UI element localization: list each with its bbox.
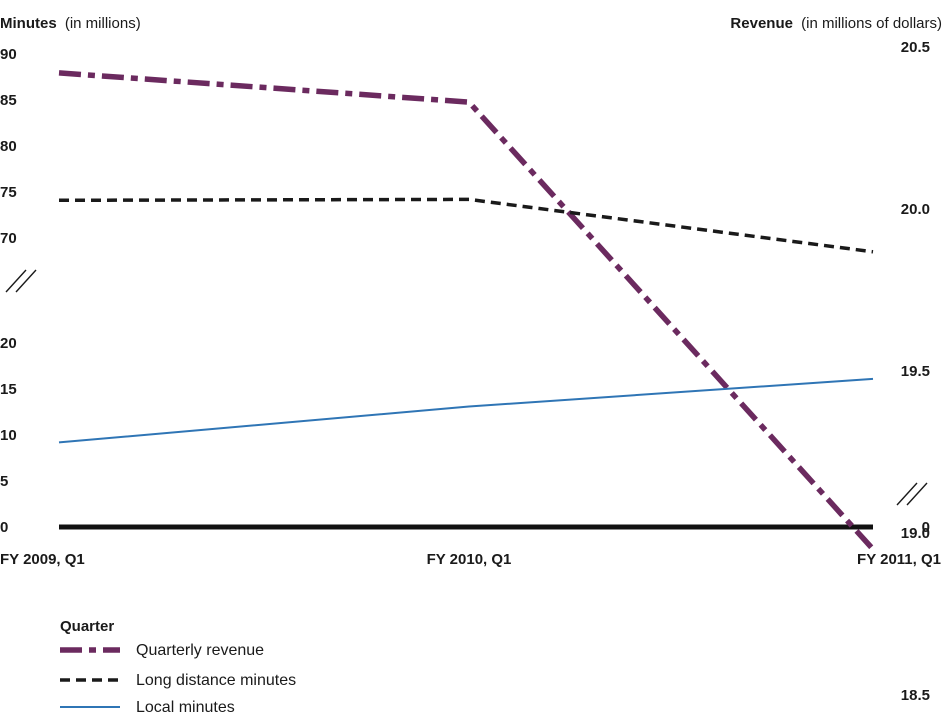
legend-label: Quarterly revenue <box>136 642 264 659</box>
right-axis-ticks: 018.519.019.520.020.521.0 <box>901 39 930 704</box>
left-tick-label: 20 <box>0 335 17 352</box>
left-axis-title-bold: Minutes <box>0 15 57 32</box>
right-axis-break <box>896 482 928 506</box>
left-tick-label: 15 <box>0 381 17 398</box>
left-axis-ticks: 0 5 10 15 20 70 75 80 85 90 <box>0 46 17 536</box>
right-tick-label: 19.5 <box>901 363 930 380</box>
x-category-label: FY 2011, Q1 <box>857 551 941 568</box>
left-tick-label: 90 <box>0 46 17 63</box>
legend-label: Local minutes <box>136 699 235 716</box>
series-layer <box>58 70 876 552</box>
x-axis-categories: FY 2009, Q1 FY 2010, Q1 FY 2011, Q1 <box>0 551 941 568</box>
x-category-label: FY 2010, Q1 <box>427 551 512 568</box>
left-tick-label: 70 <box>0 230 17 247</box>
x-axis-title: Quarter <box>60 618 114 635</box>
left-tick-label: 80 <box>0 138 17 155</box>
left-axis-title: Minutes (in millions) <box>0 15 141 32</box>
right-axis-title-rest: (in millions of dollars) <box>801 15 942 32</box>
right-axis-title: Revenue (in millions of dollars) <box>730 15 942 32</box>
right-tick-label: 0 <box>922 519 930 536</box>
left-tick-label: 0 <box>0 519 8 536</box>
x-category-label: FY 2009, Q1 <box>0 551 85 568</box>
left-axis-break <box>5 269 37 293</box>
series-line-quarterly-revenue <box>58 70 876 552</box>
left-tick-label: 5 <box>0 473 8 490</box>
series-line-local-minutes <box>58 377 874 444</box>
right-tick-label: 20.5 <box>901 39 930 56</box>
legend: Quarterly revenue Long distance minutes Lo… <box>60 642 296 716</box>
right-axis-title-bold: Revenue <box>730 15 793 32</box>
left-tick-label: 75 <box>0 184 17 201</box>
right-tick-label: 20.0 <box>901 201 930 218</box>
left-tick-label: 10 <box>0 427 17 444</box>
left-tick-label: 85 <box>0 92 17 109</box>
left-axis-title-rest: (in millions) <box>65 15 141 32</box>
right-tick-label: 19.0 <box>901 525 930 542</box>
legend-label: Long distance minutes <box>136 672 296 689</box>
series-line-long-distance-minutes <box>58 197 874 254</box>
right-tick-label: 18.5 <box>901 687 930 704</box>
